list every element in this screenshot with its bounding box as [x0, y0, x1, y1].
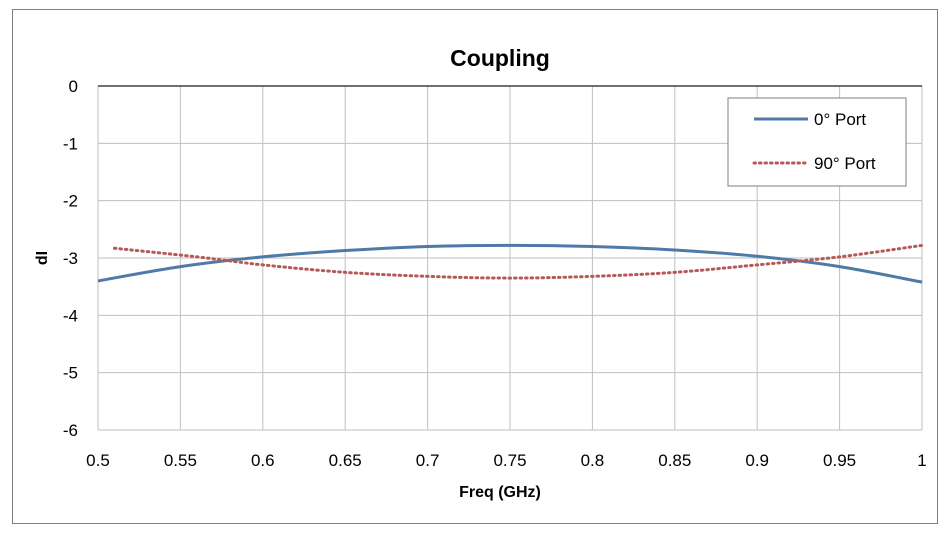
x-tick-label: 0.95 [823, 451, 856, 470]
y-tick-label: -1 [63, 134, 78, 153]
x-tick-label: 0.7 [416, 451, 440, 470]
y-axis-label: dI [34, 251, 51, 265]
y-tick-label: -5 [63, 364, 78, 383]
y-tick-labels: 0 -1 -2 -3 -4 -5 -6 [63, 77, 78, 440]
series-line-0-port [97, 243, 923, 284]
x-tick-label: 1 [917, 451, 926, 470]
x-tick-label: 0.8 [581, 451, 605, 470]
y-tick-label: -4 [63, 306, 78, 325]
x-tick-label: 0.85 [658, 451, 691, 470]
y-tick-label: -2 [63, 192, 78, 211]
legend-box [727, 97, 907, 187]
y-tick-label: -6 [63, 421, 78, 440]
y-tick-label: -3 [63, 249, 78, 268]
series-line-90-port [112, 243, 924, 280]
x-tick-label: 0.65 [329, 451, 362, 470]
x-tick-label: 0.9 [745, 451, 769, 470]
y-tick-label: 0 [69, 77, 78, 96]
x-tick-labels: 0.5 0.55 0.6 0.65 0.7 0.75 0.8 0.85 0.9 0.95 1 [86, 451, 927, 470]
chart-title: Coupling [450, 45, 550, 71]
x-tick-label: 0.75 [493, 451, 526, 470]
series-layer [97, 243, 924, 284]
gridlines [97, 85, 923, 431]
legend: 0° Port 90° Port [727, 97, 907, 187]
x-tick-label: 0.5 [86, 451, 110, 470]
x-axis-label: Freq (GHz) [459, 484, 541, 501]
legend-label-90-port: 90° Port [814, 154, 876, 173]
x-tick-label: 0.55 [164, 451, 197, 470]
x-tick-label: 0.6 [251, 451, 275, 470]
legend-label-0-port: 0° Port [814, 110, 866, 129]
